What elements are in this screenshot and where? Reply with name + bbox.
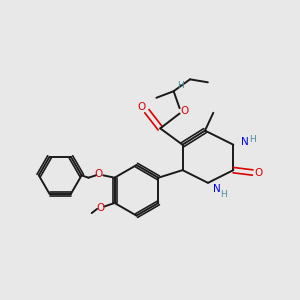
Text: O: O — [137, 102, 146, 112]
Text: O: O — [96, 203, 104, 213]
Text: N: N — [213, 184, 221, 194]
Text: H: H — [220, 190, 227, 199]
Text: O: O — [254, 167, 262, 178]
Text: N: N — [242, 137, 249, 147]
Text: O: O — [180, 106, 188, 116]
Text: O: O — [94, 169, 103, 179]
Text: H: H — [249, 135, 256, 144]
Text: H: H — [177, 81, 184, 90]
